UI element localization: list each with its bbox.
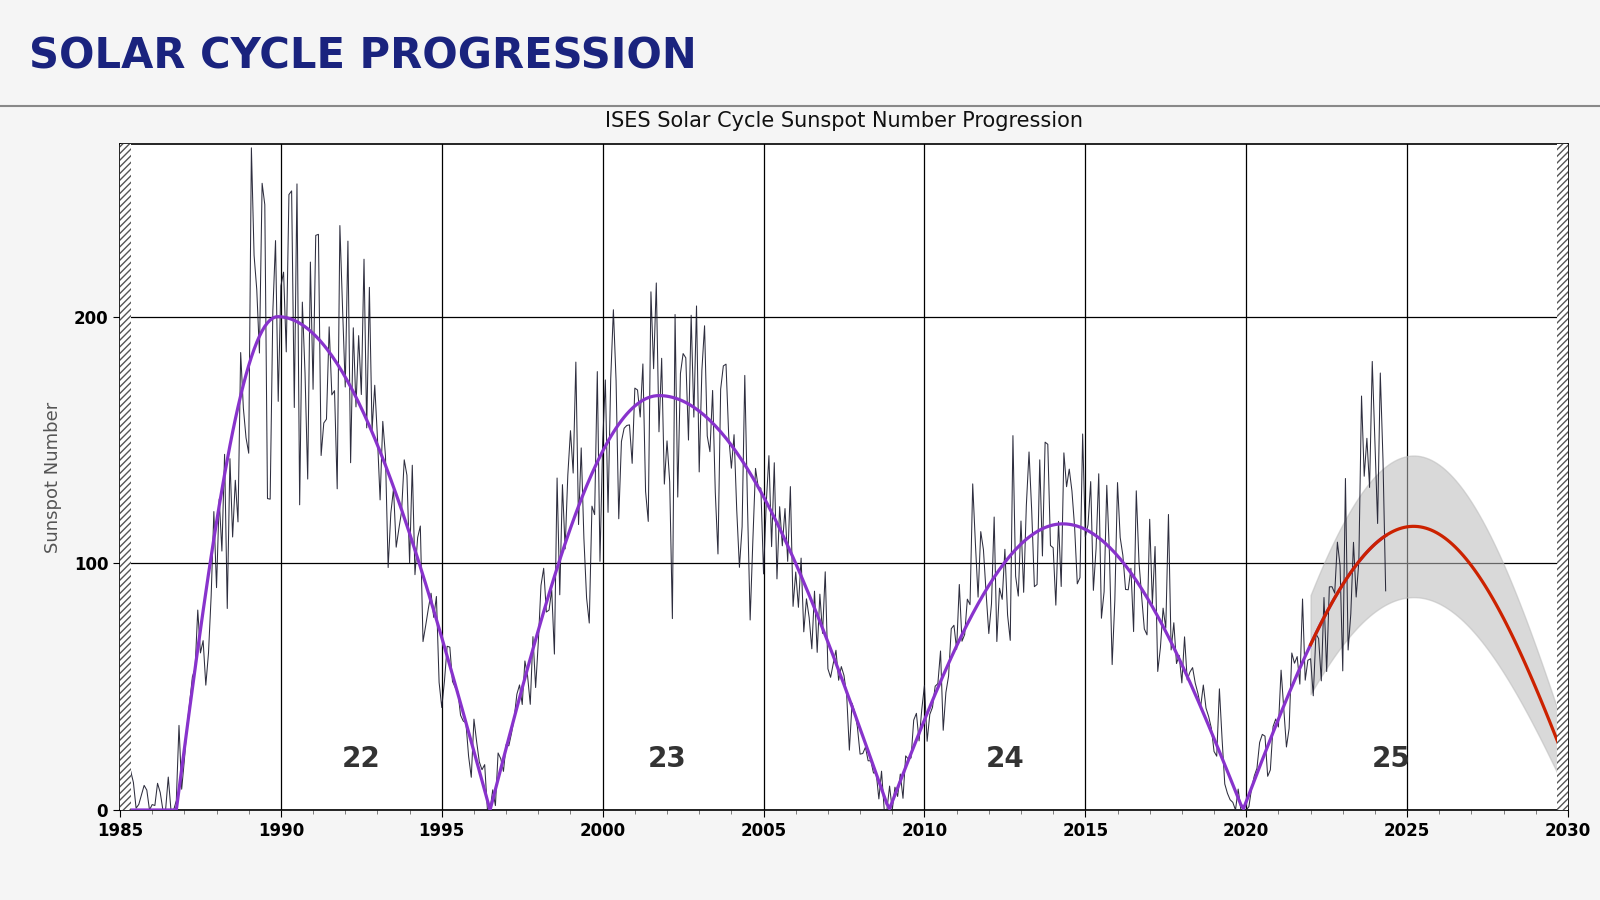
Bar xyxy=(1557,144,1568,810)
Y-axis label: Sunspot Number: Sunspot Number xyxy=(45,401,62,553)
Text: 24: 24 xyxy=(986,745,1024,773)
Text: 25: 25 xyxy=(1371,745,1411,773)
Title: ISES Solar Cycle Sunspot Number Progression: ISES Solar Cycle Sunspot Number Progress… xyxy=(605,112,1083,131)
Text: SOLAR CYCLE PROGRESSION: SOLAR CYCLE PROGRESSION xyxy=(29,35,696,77)
Bar xyxy=(120,144,131,810)
Text: 23: 23 xyxy=(648,745,686,773)
Text: 22: 22 xyxy=(342,745,381,773)
